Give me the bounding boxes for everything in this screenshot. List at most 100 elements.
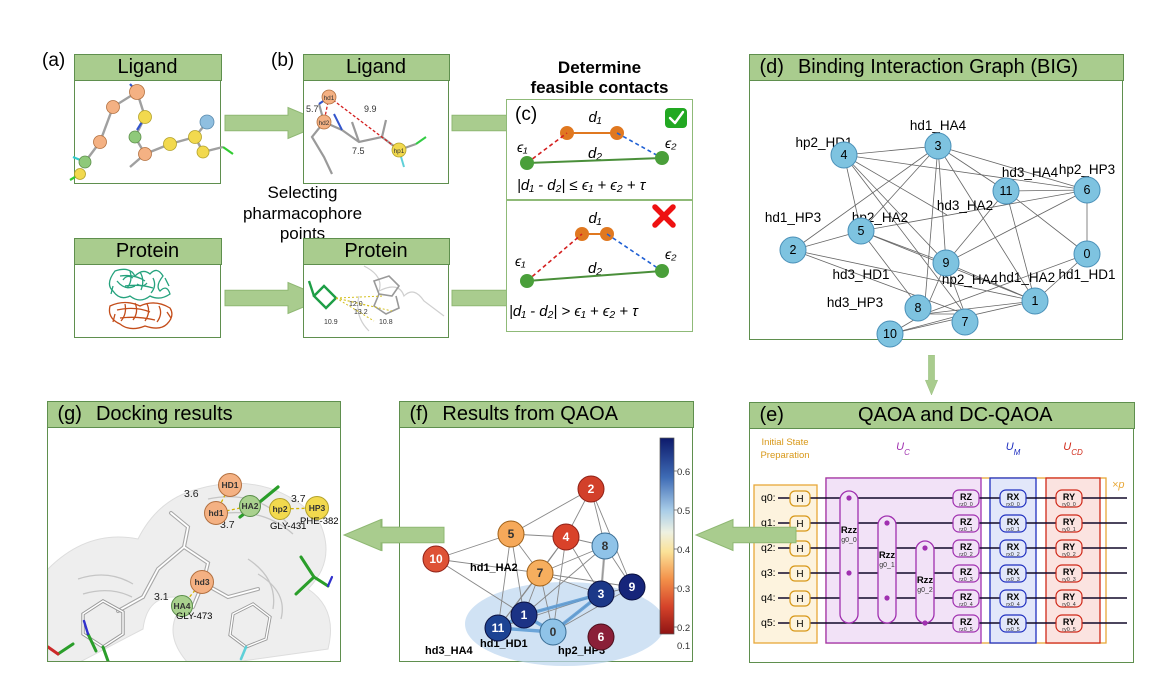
svg-text:1: 1 [1032, 294, 1039, 308]
svg-text:2: 2 [790, 243, 797, 257]
svg-text:rx0_0: rx0_0 [1006, 502, 1020, 508]
svg-text:RY: RY [1063, 517, 1075, 527]
svg-text:9: 9 [943, 256, 950, 270]
svg-text:6: 6 [598, 630, 605, 644]
svg-text:11: 11 [492, 621, 505, 635]
svg-text:hd1_HP3: hd1_HP3 [765, 210, 821, 225]
svg-text:ry0_4: ry0_4 [1062, 602, 1076, 608]
svg-text:H: H [796, 569, 803, 580]
svg-text:ry0_0: ry0_0 [1062, 502, 1076, 508]
svg-text:5: 5 [858, 224, 865, 238]
svg-text:0.6: 0.6 [677, 467, 690, 478]
svg-text:0.1: 0.1 [677, 641, 690, 652]
svg-text:0: 0 [550, 625, 557, 639]
svg-text:9: 9 [629, 580, 636, 594]
svg-text:RZ: RZ [960, 567, 972, 577]
svg-text:RX: RX [1007, 617, 1020, 627]
svg-text:11: 11 [1000, 184, 1013, 198]
svg-text:ry0_3: ry0_3 [1062, 577, 1076, 583]
svg-text:RY: RY [1063, 492, 1075, 502]
svg-text:RZ: RZ [960, 492, 972, 502]
svg-text:2: 2 [588, 482, 595, 496]
svg-text:0: 0 [1084, 247, 1091, 261]
svg-text:q0:: q0: [761, 492, 776, 504]
svg-text:10.8: 10.8 [379, 319, 393, 326]
svg-text:HA4: HA4 [173, 601, 190, 611]
svg-text:hd3_HA4: hd3_HA4 [425, 645, 474, 657]
svg-text:RX: RX [1007, 567, 1020, 577]
svg-text:ry0_5: ry0_5 [1062, 627, 1076, 633]
svg-text:d₂: d₂ [588, 260, 602, 277]
svg-text:0.3: 0.3 [677, 584, 690, 595]
svg-text:hd2: hd2 [319, 120, 330, 127]
svg-text:10: 10 [429, 552, 443, 566]
svg-text:hp1: hp1 [394, 148, 405, 155]
svg-text:6: 6 [1084, 183, 1091, 197]
svg-text:ϵ₂: ϵ₂ [665, 246, 677, 262]
svg-text:q5:: q5: [761, 617, 776, 629]
svg-text:hd1_HD1: hd1_HD1 [1058, 267, 1115, 282]
svg-text:3.6: 3.6 [184, 488, 199, 500]
svg-text:ϵ₂: ϵ₂ [665, 135, 677, 151]
svg-text:0.2: 0.2 [677, 623, 690, 634]
svg-text:1: 1 [521, 608, 528, 622]
svg-text:d₁: d₁ [588, 109, 601, 126]
svg-text:HD1: HD1 [221, 480, 238, 490]
svg-text:ϵ₁: ϵ₁ [515, 253, 526, 269]
svg-text:hp2_HP3: hp2_HP3 [1059, 162, 1115, 177]
svg-text:q3:: q3: [761, 567, 776, 579]
svg-text:HA2: HA2 [241, 501, 258, 511]
svg-text:ry0_2: ry0_2 [1062, 552, 1076, 558]
svg-text:H: H [796, 619, 803, 630]
svg-text:7.5: 7.5 [352, 146, 365, 156]
svg-text:q2:: q2: [761, 542, 776, 554]
svg-text:hd1: hd1 [208, 508, 223, 518]
svg-text:Rzz: Rzz [917, 575, 934, 586]
svg-text:RY: RY [1063, 592, 1075, 602]
svg-text:RZ: RZ [960, 542, 972, 552]
svg-text:q4:: q4: [761, 592, 776, 604]
svg-text:q1:: q1: [761, 517, 776, 529]
svg-text:12.0: 12.0 [349, 301, 363, 308]
svg-text:RZ: RZ [960, 517, 972, 527]
svg-text:RX: RX [1007, 492, 1020, 502]
svg-text:rz0_4: rz0_4 [959, 602, 973, 608]
svg-text:10: 10 [883, 327, 897, 341]
svg-text:7: 7 [962, 315, 969, 329]
svg-text:|d₁ - d₂| ≤ ϵ₁ + ϵ₂ + τ: |d₁ - d₂| ≤ ϵ₁ + ϵ₂ + τ [517, 177, 647, 194]
svg-text:rx0_1: rx0_1 [1006, 527, 1020, 533]
svg-text:ϵ₁: ϵ₁ [517, 139, 528, 155]
svg-text:g0_0: g0_0 [841, 537, 857, 544]
svg-text:RY: RY [1063, 617, 1075, 627]
svg-text:0.5: 0.5 [677, 506, 690, 517]
svg-text:|d₁ - d₂| > ϵ₁ + ϵ₂ + τ: |d₁ - d₂| > ϵ₁ + ϵ₂ + τ [509, 303, 639, 320]
svg-text:3.1: 3.1 [154, 591, 169, 603]
svg-text:RX: RX [1007, 542, 1020, 552]
svg-text:hd1_HA2: hd1_HA2 [999, 270, 1055, 285]
svg-text:Initial State: Initial State [762, 437, 809, 448]
svg-text:rx0_4: rx0_4 [1006, 602, 1020, 608]
svg-text:d₁: d₁ [588, 210, 601, 227]
svg-text:hp2: hp2 [272, 504, 287, 514]
svg-text:Rzz: Rzz [841, 525, 858, 536]
svg-text:8: 8 [915, 301, 922, 315]
svg-text:hd1_HA2: hd1_HA2 [470, 562, 518, 574]
svg-text:rz0_0: rz0_0 [959, 502, 973, 508]
svg-text:UCD: UCD [1063, 441, 1083, 457]
svg-text:H: H [796, 544, 803, 555]
svg-text:3.7: 3.7 [291, 493, 306, 505]
svg-text:RZ: RZ [960, 592, 972, 602]
svg-text:hd3: hd3 [194, 577, 209, 587]
svg-text:HP3: HP3 [309, 503, 326, 513]
svg-text:5: 5 [508, 527, 515, 541]
svg-text:0.4: 0.4 [677, 545, 690, 556]
svg-text:UC: UC [896, 441, 910, 457]
svg-text:g0_2: g0_2 [917, 587, 933, 594]
svg-text:4: 4 [841, 148, 848, 162]
svg-text:rx0_5: rx0_5 [1006, 627, 1020, 633]
svg-text:rx0_2: rx0_2 [1006, 552, 1020, 558]
svg-text:7: 7 [537, 566, 544, 580]
svg-text:RX: RX [1007, 517, 1020, 527]
svg-text:3: 3 [598, 587, 605, 601]
svg-text:g0_1: g0_1 [879, 562, 895, 569]
